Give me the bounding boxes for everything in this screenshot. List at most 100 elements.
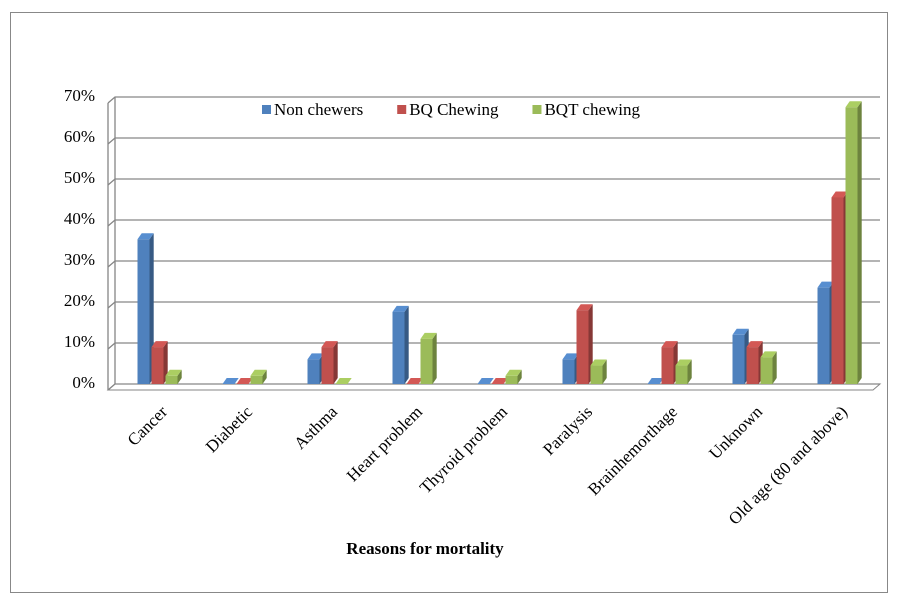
grid-line: [107, 260, 880, 268]
bar: [491, 378, 508, 384]
bar-front: [321, 347, 334, 384]
x-axis-title: Reasons for mortality: [346, 539, 504, 558]
y-tick-label: 30%: [64, 250, 95, 269]
bar: [505, 369, 522, 384]
grid-line: [107, 137, 880, 145]
bar-top: [307, 353, 324, 360]
bar-top: [831, 191, 848, 198]
bar: [760, 351, 777, 384]
bar-top: [576, 304, 593, 311]
bar-top: [817, 281, 834, 288]
bar-side: [404, 305, 409, 384]
bar-side: [772, 351, 777, 384]
bar-top: [250, 369, 267, 376]
bar: [392, 305, 409, 384]
bar: [250, 369, 267, 384]
bar-side: [333, 341, 338, 384]
grid-line: [107, 219, 880, 227]
bar-front: [746, 347, 759, 384]
bar-side: [687, 359, 692, 384]
bar-top: [137, 233, 154, 240]
bar-top: [420, 332, 437, 339]
bar-side: [163, 341, 168, 384]
bar-top: [760, 351, 777, 358]
bar-front: [392, 311, 405, 384]
bar-front: [845, 107, 858, 384]
bar: [576, 304, 593, 384]
bar-front: [817, 287, 830, 384]
bar-side: [432, 332, 437, 384]
bar-top: [222, 378, 239, 384]
bar: [236, 378, 253, 384]
bar: [335, 378, 352, 384]
bar-top: [491, 378, 508, 384]
bar: [165, 369, 182, 384]
y-tick-label: 10%: [64, 332, 95, 351]
bar: [647, 378, 664, 384]
bar-front: [307, 359, 320, 384]
bar-side: [177, 369, 182, 384]
grid-line: [107, 383, 880, 391]
bar: [732, 328, 749, 384]
bar: [590, 359, 607, 384]
bar: [661, 341, 678, 384]
bar: [420, 332, 437, 384]
y-tick-label: 60%: [64, 127, 95, 146]
legend-label: BQT chewing: [544, 100, 640, 119]
bar-top: [151, 341, 168, 348]
bar: [817, 281, 834, 384]
bar-top: [732, 328, 749, 335]
bar-top: [335, 378, 352, 384]
bar-top: [165, 369, 182, 376]
y-tick-label: 40%: [64, 209, 95, 228]
bar: [137, 233, 154, 384]
bar-front: [165, 375, 178, 384]
bar: [406, 378, 423, 384]
bar: [562, 353, 579, 384]
bar-top: [647, 378, 664, 384]
bar-top: [590, 359, 607, 366]
y-tick-label: 20%: [64, 291, 95, 310]
bar-side: [517, 369, 522, 384]
bar-top: [505, 369, 522, 376]
bar-top: [746, 341, 763, 348]
bar-front: [661, 347, 674, 384]
bar: [222, 378, 239, 384]
bar-front: [562, 359, 575, 384]
bar: [675, 359, 692, 384]
bar-front: [137, 239, 150, 384]
bar-front: [151, 347, 164, 384]
legend-label: Non chewers: [274, 100, 363, 119]
bar-top: [845, 101, 862, 108]
y-tick-label: 70%: [64, 86, 95, 105]
bar: [151, 341, 168, 384]
bar-front: [250, 375, 263, 384]
legend-swatch: [532, 105, 542, 114]
bar-top: [562, 353, 579, 360]
bar: [307, 353, 324, 384]
bar-front: [732, 334, 745, 384]
bar: [845, 101, 862, 384]
bar-top: [236, 378, 253, 384]
bar: [477, 378, 494, 384]
bar-top: [675, 359, 692, 366]
legend-swatch: [397, 105, 407, 114]
bar-side: [857, 101, 862, 384]
bar-front: [590, 365, 603, 384]
bar-side: [602, 359, 607, 384]
grid-line: [107, 178, 880, 186]
bar-front: [675, 365, 688, 384]
grid-line: [107, 301, 880, 309]
grid-line: [107, 96, 880, 104]
y-tick-label: 0%: [72, 373, 95, 392]
bar-top: [406, 378, 423, 384]
legend-swatch: [262, 105, 271, 114]
y-tick-label: 50%: [64, 168, 95, 187]
bar-front: [420, 338, 433, 384]
bar-front: [831, 197, 844, 384]
bar-top: [392, 305, 409, 312]
bar: [746, 341, 763, 384]
bar-top: [477, 378, 494, 384]
bar-front: [505, 375, 518, 384]
